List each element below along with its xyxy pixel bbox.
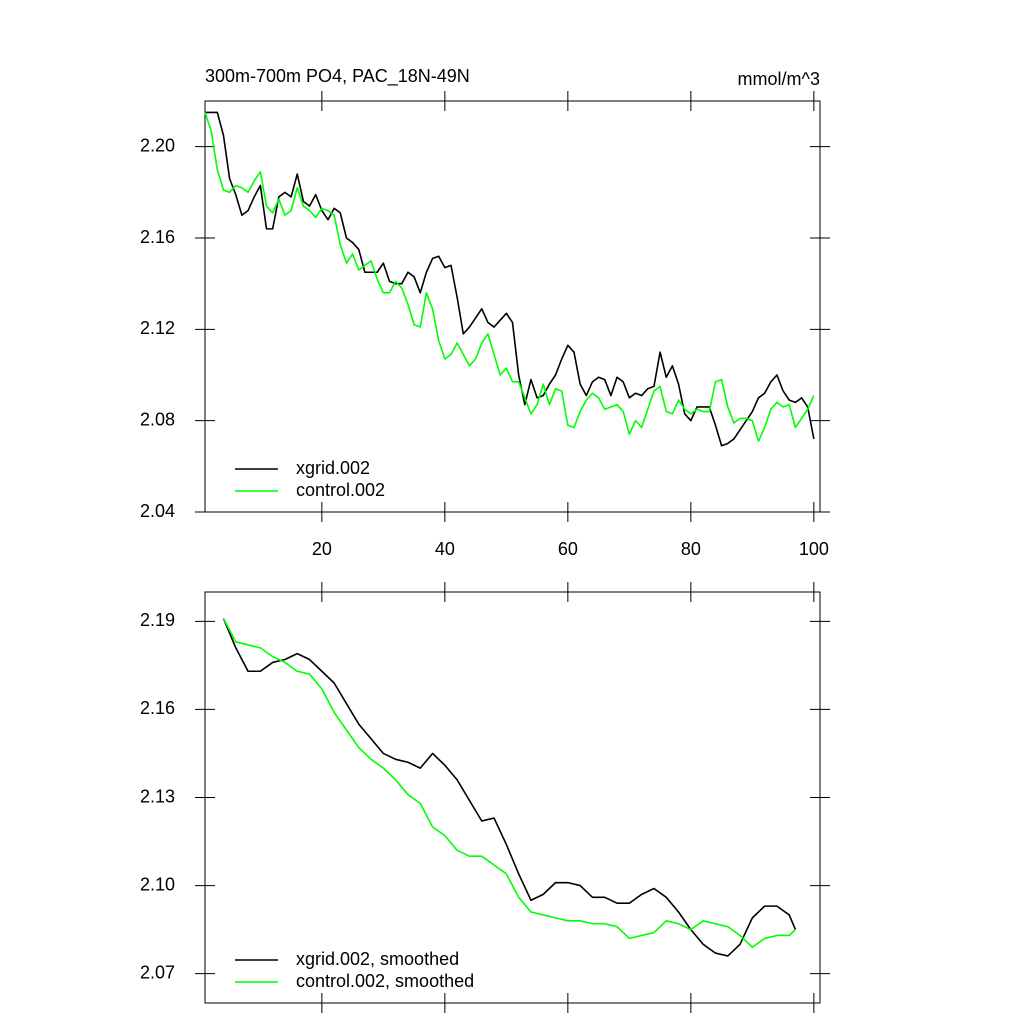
legend-label: xgrid.002 [296,458,370,478]
y-tick-label: 2.08 [140,409,175,429]
units-label: mmol/m^3 [738,69,820,89]
legend-label: control.002, smoothed [296,971,474,991]
y-tick-label: 2.16 [140,698,175,718]
x-tick-label: 100 [799,539,829,559]
x-tick-label: 40 [435,539,455,559]
y-tick-label: 2.16 [140,227,175,247]
y-tick-label: 2.19 [140,610,175,630]
legend-label: control.002 [296,480,385,500]
y-tick-label: 2.13 [140,786,175,806]
data-line [204,112,815,443]
y-tick-label: 2.07 [140,962,175,982]
plot-frame [204,100,821,513]
x-tick-label: 60 [558,539,578,559]
data-line [205,111,815,447]
x-tick-label: 80 [681,539,701,559]
legend-label: xgrid.002, smoothed [296,949,459,969]
y-tick-label: 2.12 [140,318,175,338]
data-line [222,618,796,949]
x-tick-label: 20 [312,539,332,559]
y-tick-label: 2.10 [140,874,175,894]
chart-title: 300m-700m PO4, PAC_18N-49N [205,66,470,87]
y-tick-label: 2.20 [140,135,175,155]
data-line [222,618,797,957]
y-tick-label: 2.04 [140,501,175,521]
